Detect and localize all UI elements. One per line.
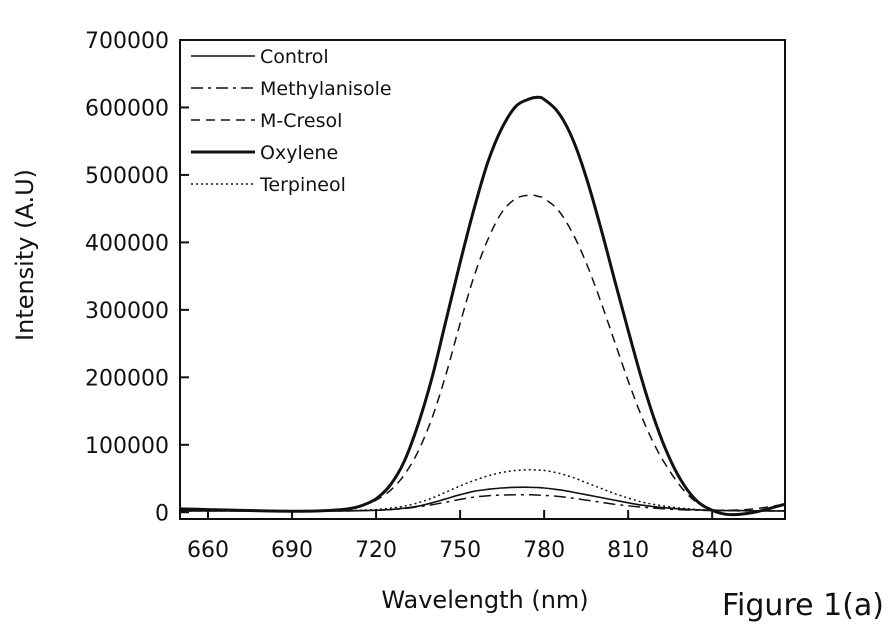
y-tick-label: 200000: [85, 366, 169, 391]
legend: Control Methylanisole M-Cresol Oxylene Terpi…: [191, 46, 392, 196]
legend-label: M-Cresol: [260, 110, 342, 132]
y-tick-label: 0: [155, 501, 169, 526]
figure-label: Figure 1(a): [722, 588, 884, 623]
plot-frame: [179, 39, 786, 520]
y-tick-label: 500000: [85, 164, 169, 189]
legend-label: Terpineol: [259, 174, 346, 196]
y-tick-label: 700000: [85, 29, 169, 54]
series-line-oxylene: [179, 95, 786, 517]
x-tick-label: 840: [691, 538, 733, 563]
x-axis-title: Wavelength (nm): [381, 586, 588, 614]
x-tick-label: 690: [271, 538, 313, 563]
x-tick-label: 720: [355, 538, 397, 563]
series-layer: [179, 95, 786, 517]
y-axis-title: Intensity (A.U): [11, 169, 39, 341]
y-tick-label: 100000: [85, 434, 169, 459]
x-tick-label: 660: [187, 538, 229, 563]
y-tick-label: 300000: [85, 299, 169, 324]
series-line-m-cresol: [179, 194, 786, 512]
legend-label: Control: [260, 46, 329, 68]
x-axis: 660 690 720 750 780 810 840: [187, 510, 733, 563]
y-tick-label: 600000: [85, 96, 169, 121]
series-line-methylanisole: [180, 493, 785, 512]
legend-label: Methylanisole: [260, 78, 392, 100]
x-tick-label: 750: [439, 538, 481, 563]
x-tick-label: 780: [523, 538, 565, 563]
y-tick-label: 400000: [85, 231, 169, 256]
x-tick-label: 810: [607, 538, 649, 563]
y-axis: 0 100000 200000 300000 400000 500000 600000 700…: [85, 29, 189, 526]
series-line-terpineol: [180, 469, 785, 512]
legend-label: Oxylene: [260, 142, 338, 164]
